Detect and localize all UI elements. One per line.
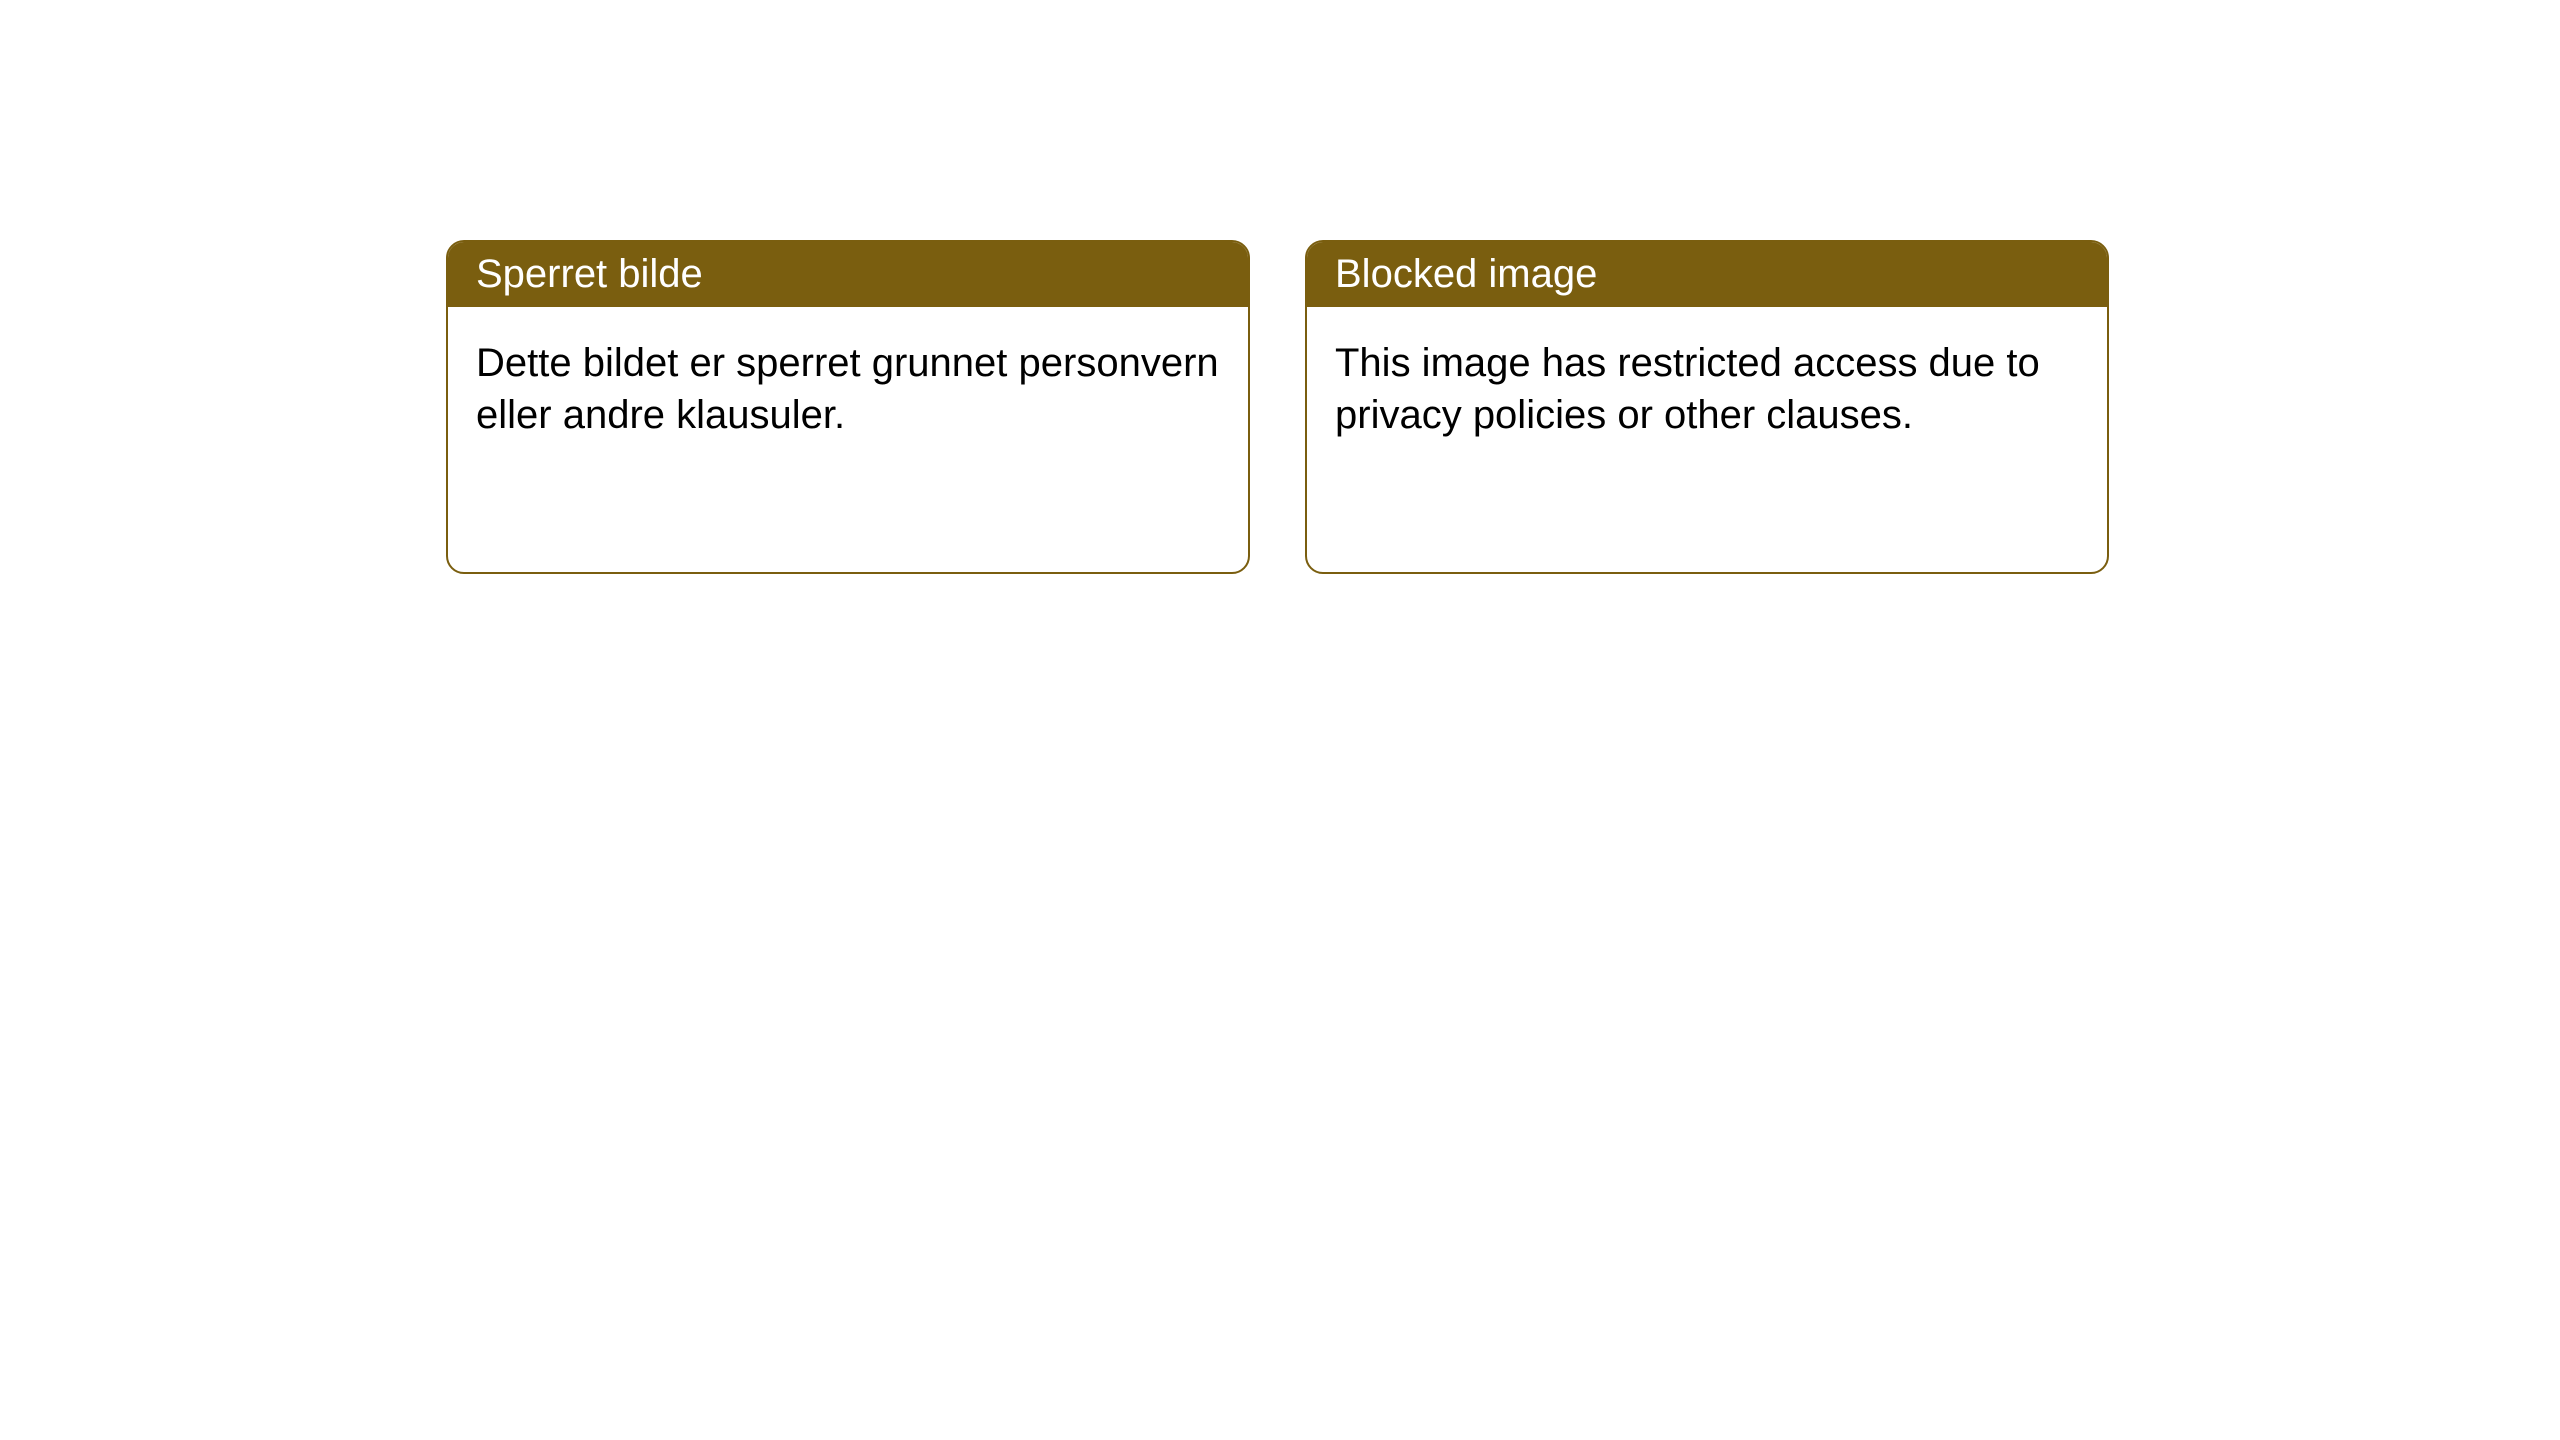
- notice-card-english: Blocked image This image has restricted …: [1305, 240, 2109, 574]
- notice-card-norwegian: Sperret bilde Dette bildet er sperret gr…: [446, 240, 1250, 574]
- card-body-text: Dette bildet er sperret grunnet personve…: [448, 307, 1248, 471]
- card-title: Blocked image: [1307, 242, 2107, 307]
- card-title: Sperret bilde: [448, 242, 1248, 307]
- notice-cards-container: Sperret bilde Dette bildet er sperret gr…: [446, 240, 2109, 574]
- card-body-text: This image has restricted access due to …: [1307, 307, 2107, 471]
